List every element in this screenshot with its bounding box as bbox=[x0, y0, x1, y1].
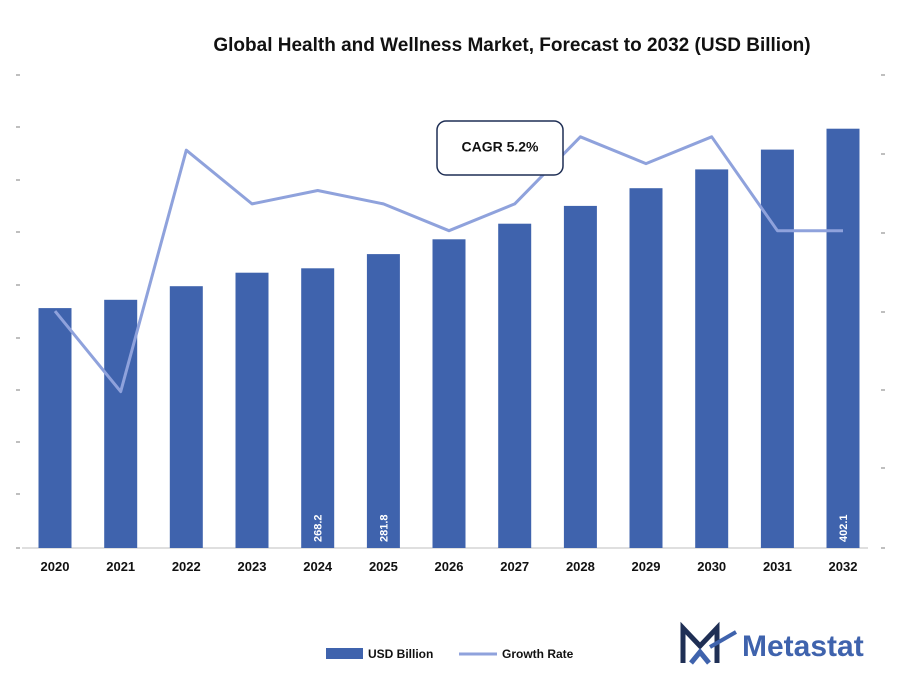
x-tick-label-2032: 2032 bbox=[829, 559, 858, 574]
bar-2020 bbox=[38, 308, 72, 548]
right-axis-ticks bbox=[881, 74, 885, 549]
bar-2023 bbox=[235, 272, 269, 548]
x-tick-label-2021: 2021 bbox=[106, 559, 135, 574]
bar-2028 bbox=[563, 205, 597, 548]
bar-2024 bbox=[301, 268, 335, 548]
legend-swatch-usd-billion bbox=[326, 648, 363, 659]
line-series-group bbox=[53, 135, 843, 394]
x-tick-label-2020: 2020 bbox=[41, 559, 70, 574]
x-tick-label-2027: 2027 bbox=[500, 559, 529, 574]
bar-2022 bbox=[169, 286, 203, 548]
x-tick-label-2022: 2022 bbox=[172, 559, 201, 574]
x-tick-label-2028: 2028 bbox=[566, 559, 595, 574]
bar-2029 bbox=[629, 188, 663, 548]
x-tick-labels: 2020 2021 2022 2023 2024 2025 2026 2027 2028 2029… bbox=[41, 559, 858, 574]
cagr-label: CAGR 5.2% bbox=[461, 139, 539, 155]
bar-2021 bbox=[104, 299, 138, 548]
bar-2026 bbox=[432, 239, 466, 549]
left-axis-ticks bbox=[16, 74, 20, 549]
data-labels: 268.2 281.8 402.1 bbox=[313, 514, 850, 542]
x-tick-label-2023: 2023 bbox=[238, 559, 267, 574]
bar-2025 bbox=[366, 254, 400, 548]
x-tick-label-2026: 2026 bbox=[435, 559, 464, 574]
x-tick-label-2025: 2025 bbox=[369, 559, 398, 574]
x-tick-label-2029: 2029 bbox=[632, 559, 661, 574]
metastat-m-icon bbox=[680, 621, 737, 665]
metastat-logo: Metastat bbox=[680, 621, 864, 665]
brand-name: Metastat bbox=[742, 630, 864, 663]
legend-label-growth-rate: Growth Rate bbox=[502, 647, 574, 661]
x-tick-label-2031: 2031 bbox=[763, 559, 792, 574]
bar-2031 bbox=[760, 149, 794, 548]
cagr-callout: CAGR 5.2% bbox=[436, 120, 564, 176]
data-label-2025: 281.8 bbox=[378, 514, 390, 542]
x-tick-label-2030: 2030 bbox=[697, 559, 726, 574]
data-label-2032: 402.1 bbox=[838, 514, 850, 542]
legend: USD Billion Growth Rate bbox=[326, 647, 574, 661]
data-label-2024: 268.2 bbox=[313, 514, 325, 542]
chart-title: Global Health and Wellness Market, Forec… bbox=[213, 35, 810, 56]
x-tick-label-2024: 2024 bbox=[303, 559, 333, 574]
legend-label-usd-billion: USD Billion bbox=[368, 647, 433, 661]
growth-rate-line bbox=[53, 135, 843, 394]
bar-series bbox=[38, 128, 860, 549]
bar-2027 bbox=[498, 223, 532, 548]
bar-2032 bbox=[826, 128, 860, 548]
cagr-box bbox=[436, 120, 564, 176]
bar-2030 bbox=[695, 169, 729, 548]
